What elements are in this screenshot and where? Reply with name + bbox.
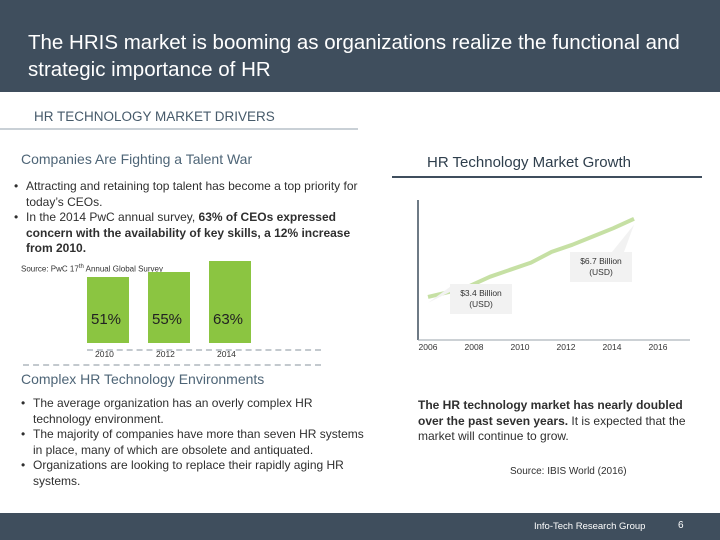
bar-category-label: 2012 [156,349,175,359]
bar-value-label: 63% [213,311,244,328]
source-text-end: Annual Global Survey [83,264,163,274]
bar-category-label: 2014 [217,349,236,359]
bar-category-label: 2010 [95,349,114,359]
complex-env-bullets: The average organization has an overly c… [21,396,373,490]
section-tag: HR TECHNOLOGY MARKET DRIVERS [34,109,275,124]
bar-chart-divider [87,349,321,351]
header-bar: The HRIS market is booming as organizati… [0,0,720,92]
slide-title: The HRIS market is booming as organizati… [28,31,680,81]
bar-2012 [148,271,190,343]
ibis-source: Source: IBIS World (2016) [510,466,627,477]
x-tick-label: 2006 [419,342,438,352]
x-tick-label: 2014 [603,342,622,352]
list-item: The average organization has an overly c… [21,396,373,427]
source-text: Source: PwC 17 [21,264,79,274]
bullet-text: In the 2014 PwC annual survey, [26,210,199,225]
bar-2010 [87,276,129,343]
section-tag-underline [0,128,358,130]
market-growth-line-chart: 2006 2008 2010 2012 2014 2016$3.4 Billion(USD… [417,200,690,352]
complex-env-heading: Complex HR Technology Environments [21,371,265,387]
annotation-box [450,284,512,314]
x-tick-label: 2016 [649,342,668,352]
list-item: In the 2014 PwC annual survey, 63% of CE… [14,210,374,257]
bar-value-label: 51% [91,311,122,328]
bullet-bold-text: 63% of CEOs expressed concern with the a… [26,210,351,256]
annotation-label: (USD) [469,299,493,309]
market-summary-rest: It is expected that the market will cont… [418,413,686,444]
footer-bar: Info-Tech Research Group 6 [0,513,720,540]
market-summary: The HR technology market has nearly doub… [418,398,690,445]
annotation-box [570,252,632,282]
chart-title-rule [392,176,702,178]
list-item: Attracting and retaining top talent has … [14,179,374,210]
footer-org: Info-Tech Research Group [534,521,646,532]
annotation-label: $6.7 Billion [580,256,622,266]
list-item: Organizations are looking to replace the… [21,458,373,489]
survey-source: Source: PwC 17th Annual Global Survey [21,264,163,274]
annotation-label: (USD) [589,267,613,277]
chart-title: HR Technology Market Growth [427,154,631,171]
annotation-label: $3.4 Billion [460,288,502,298]
bullet-text: Attracting and retaining top talent has … [26,179,358,209]
x-tick-label: 2012 [557,342,576,352]
bar-2014 [209,261,251,343]
talent-war-bullets: Attracting and retaining top talent has … [14,179,374,257]
section-divider-dashed [23,364,321,366]
market-summary-bold: The HR technology market has nearly doub… [418,398,683,428]
source-sup: th [78,264,84,270]
x-tick-label: 2010 [511,342,530,352]
page-number: 6 [678,520,684,531]
talent-war-heading: Companies Are Fighting a Talent War [21,151,253,167]
list-item: The majority of companies have more than… [21,427,373,458]
bar-value-label: 55% [152,311,183,328]
x-tick-label: 2008 [465,342,484,352]
